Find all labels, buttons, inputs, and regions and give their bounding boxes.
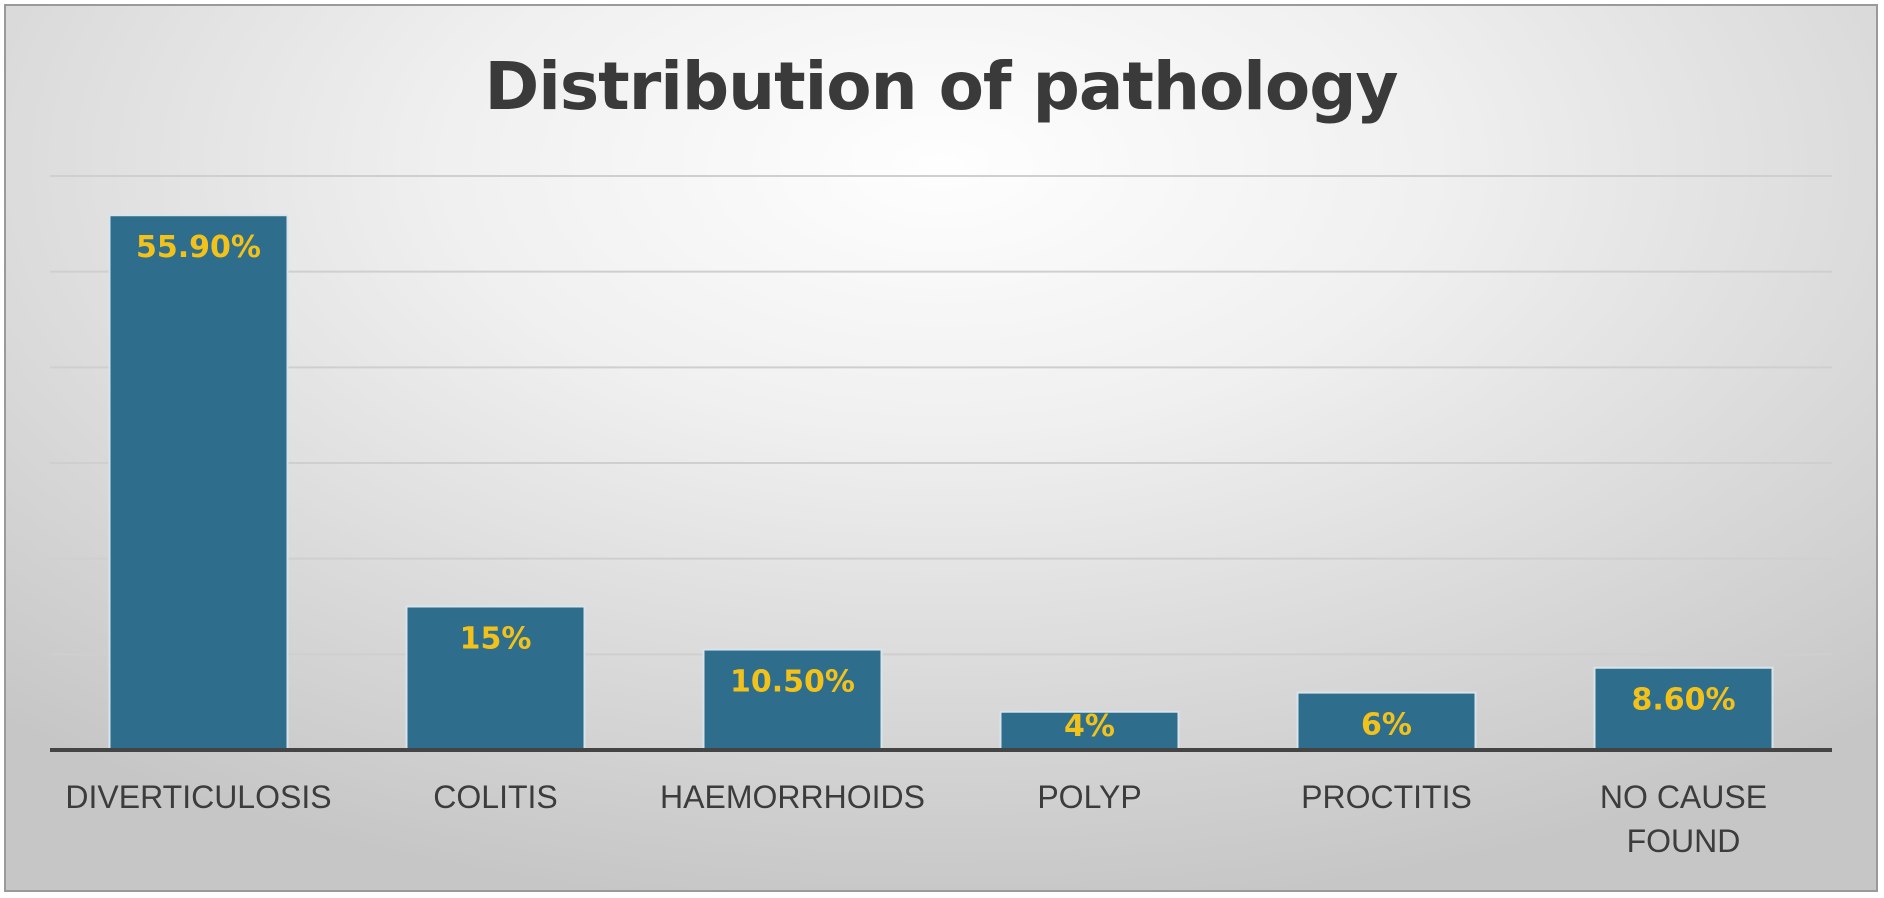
category-label-2: HAEMORRHOIDS bbox=[660, 779, 925, 815]
bar-5 bbox=[1593, 666, 1774, 752]
category-label-4: PROCTITIS bbox=[1301, 779, 1472, 815]
data-label-0: 55.90% bbox=[136, 230, 261, 265]
data-label-5: 8.60% bbox=[1631, 683, 1735, 718]
data-label-1: 15% bbox=[460, 622, 532, 657]
data-labels: 55.90% 15% 10.50% 4% 6% 8.60% bbox=[136, 230, 1736, 744]
category-label-3: POLYP bbox=[1037, 779, 1141, 815]
bars bbox=[108, 214, 1774, 752]
category-label-0: DIVERTICULOSIS bbox=[65, 779, 331, 815]
data-label-2: 10.50% bbox=[730, 665, 855, 700]
chart-title: Distribution of pathology bbox=[484, 48, 1398, 125]
category-labels: DIVERTICULOSIS COLITIS HAEMORRHOIDS POLYP PR… bbox=[65, 779, 1767, 859]
category-label-5: NO CAUSE bbox=[1600, 779, 1767, 815]
bar-0 bbox=[108, 214, 289, 751]
category-label-5-line1: FOUND bbox=[1627, 823, 1741, 859]
data-label-4: 6% bbox=[1361, 708, 1412, 743]
chart-frame: Distribution of pathology bbox=[4, 4, 1878, 892]
data-label-3: 4% bbox=[1064, 709, 1115, 744]
category-label-1: COLITIS bbox=[433, 779, 557, 815]
gridlines bbox=[50, 175, 1832, 656]
